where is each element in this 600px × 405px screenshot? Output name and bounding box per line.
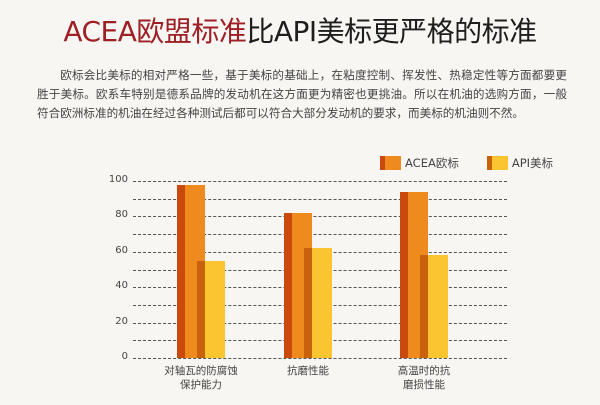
legend-item-api: API美标 <box>486 155 554 171</box>
x-axis-label: 对轴瓦的防腐蚀 保护能力 <box>151 364 251 392</box>
gridline <box>133 234 507 235</box>
x-axis-label-line: 抗磨性能 <box>287 365 329 377</box>
bar-api <box>197 261 225 358</box>
bar-api <box>304 248 332 358</box>
y-tick-label: 40 <box>115 280 128 291</box>
chart-legend: ACEA欧标 API美标 <box>380 155 553 171</box>
legend-item-acea: ACEA欧标 <box>380 155 459 171</box>
legend-swatch <box>380 156 401 170</box>
y-tick-label: 60 <box>115 245 128 256</box>
x-axis-label-line: 磨损性能 <box>403 379 445 391</box>
y-tick-label: 80 <box>115 209 128 220</box>
description-text: 欧标会比美标的相对严格一些，基于美标的基础上，在粘度控制、挥发性、热稳定性等方面… <box>37 68 567 120</box>
bar-api <box>420 255 448 358</box>
title-rest: 比API美标更严格的标准 <box>246 15 537 48</box>
page-title: ACEA欧盟标准比API美标更严格的标准 <box>0 14 600 50</box>
legend-swatch <box>486 156 508 170</box>
gridline <box>133 216 507 217</box>
gridline <box>133 181 507 182</box>
legend-label: API美标 <box>511 156 554 170</box>
x-axis-label-line: 对轴瓦的防腐蚀 <box>164 365 238 377</box>
x-axis-label-line: 保护能力 <box>180 379 222 391</box>
gridline <box>133 358 507 359</box>
x-axis-label: 抗磨性能 <box>258 364 358 378</box>
x-axis-label-line: 高温时的抗 <box>397 365 451 377</box>
x-axis-label: 高温时的抗 磨损性能 <box>374 364 474 392</box>
y-tick-label: 20 <box>115 316 128 327</box>
gridline <box>133 199 507 200</box>
title-highlight: ACEA欧盟标准 <box>63 15 247 48</box>
y-tick-label: 100 <box>108 174 128 185</box>
legend-label: ACEA欧标 <box>405 156 459 170</box>
y-tick-label: 0 <box>121 351 128 362</box>
description-paragraph: 欧标会比美标的相对严格一些，基于美标的基础上，在粘度控制、挥发性、热稳定性等方面… <box>37 66 567 123</box>
